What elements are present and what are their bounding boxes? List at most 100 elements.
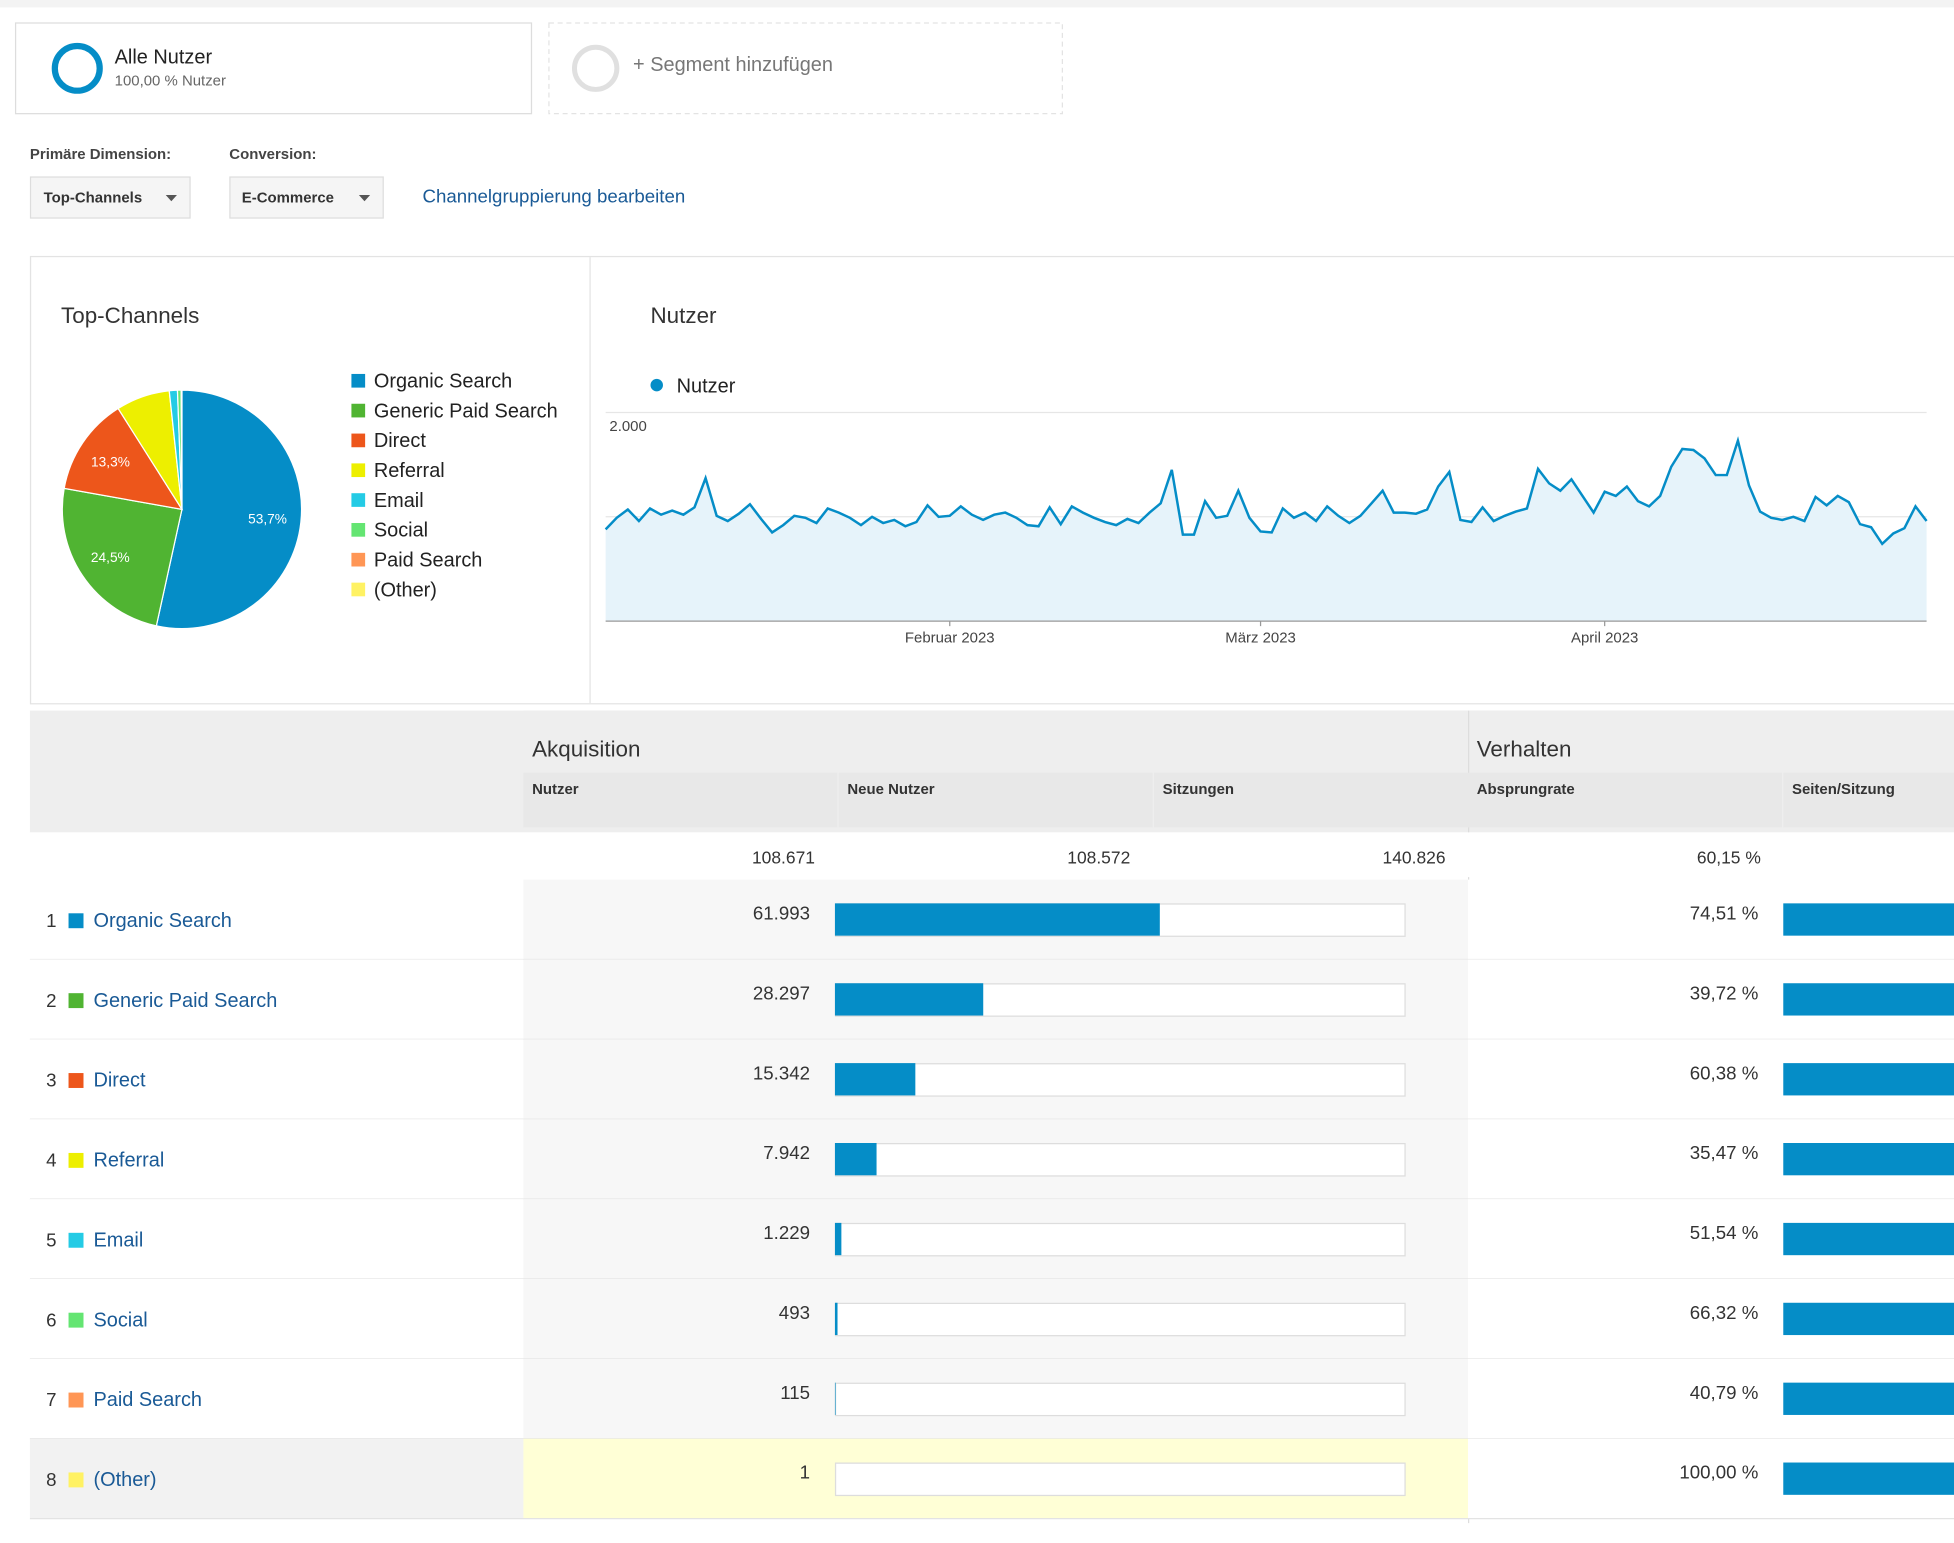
legend-swatch xyxy=(351,553,365,567)
total-value: 140.826 xyxy=(1383,847,1446,867)
row-swatch xyxy=(69,1313,84,1328)
bounce-bar xyxy=(1783,1383,1954,1415)
totals-row xyxy=(30,832,1954,877)
bar-track xyxy=(836,1383,1406,1415)
legend-swatch xyxy=(351,404,365,418)
channel-link[interactable]: Social xyxy=(93,1309,147,1331)
channel-link[interactable]: (Other) xyxy=(93,1469,156,1491)
row-rank: 6 xyxy=(46,1309,56,1330)
legend-swatch xyxy=(351,374,365,388)
total-value: 108.572 xyxy=(1067,847,1130,867)
group-title: Verhalten xyxy=(1477,737,1572,762)
bar-track xyxy=(836,1064,1406,1096)
column-header-label[interactable]: Absprungrate xyxy=(1477,781,1575,798)
segment-title: Alle Nutzer xyxy=(115,46,213,68)
row-rank: 3 xyxy=(46,1070,56,1091)
slice-label: 24,5% xyxy=(91,550,130,565)
y-tick-label: 2.000 xyxy=(609,418,646,435)
row-rank: 8 xyxy=(46,1469,56,1490)
edit-link[interactable]: Channelgruppierung bearbeiten xyxy=(422,186,685,207)
legend-label: Paid Search xyxy=(374,550,483,572)
users-bar xyxy=(835,1063,915,1095)
segment-card[interactable] xyxy=(16,23,532,114)
column-header-label[interactable]: Seiten/Sitzung xyxy=(1792,781,1895,798)
users-value: 493 xyxy=(779,1302,810,1323)
chart-title: Top-Channels xyxy=(61,303,199,328)
row-swatch xyxy=(69,1472,84,1487)
bounce-value: 100,00 % xyxy=(1679,1462,1758,1483)
slice-label: 13,3% xyxy=(91,454,130,469)
row-rank: 7 xyxy=(46,1389,56,1410)
channel-link[interactable]: Organic Search xyxy=(93,910,231,932)
users-value: 15.342 xyxy=(753,1062,810,1083)
segment-subtitle: 100,00 % Nutzer xyxy=(115,73,226,90)
bounce-bar xyxy=(1783,1303,1954,1335)
users-bar xyxy=(835,1143,877,1175)
x-tick-label: April 2023 xyxy=(1571,629,1638,646)
bar-track xyxy=(836,1224,1406,1256)
channel-link[interactable]: Email xyxy=(93,1230,143,1252)
bounce-value: 40,79 % xyxy=(1690,1382,1759,1403)
bar-track xyxy=(836,1144,1406,1176)
bounce-bar xyxy=(1783,1063,1954,1095)
row-swatch xyxy=(69,1073,84,1088)
row-swatch xyxy=(69,1393,84,1408)
channel-link[interactable]: Paid Search xyxy=(93,1389,202,1411)
total-value: 60,15 % xyxy=(1697,847,1761,867)
users-value: 1 xyxy=(800,1462,810,1483)
slice-label: 53,7% xyxy=(248,512,287,527)
column-header-label[interactable]: Sitzungen xyxy=(1163,781,1234,798)
legend-label: Generic Paid Search xyxy=(374,400,558,422)
users-bar xyxy=(835,1383,836,1415)
users-value: 1.229 xyxy=(763,1222,810,1243)
channel-link[interactable]: Direct xyxy=(93,1070,145,1092)
legend-swatch xyxy=(351,463,365,477)
legend-label: Referral xyxy=(374,460,445,482)
channel-link[interactable]: Generic Paid Search xyxy=(93,990,277,1012)
bounce-bar xyxy=(1783,983,1954,1015)
bounce-value: 60,38 % xyxy=(1690,1062,1759,1083)
users-value: 115 xyxy=(780,1382,810,1403)
top-bar xyxy=(0,0,1954,7)
row-swatch xyxy=(69,1153,84,1168)
row-rank: 1 xyxy=(46,910,56,931)
bounce-value: 39,72 % xyxy=(1690,982,1759,1003)
legend-swatch xyxy=(351,493,365,507)
label: Conversion: xyxy=(229,146,316,163)
bounce-bar xyxy=(1783,1463,1954,1495)
users-bar xyxy=(835,903,1160,935)
bounce-value: 35,47 % xyxy=(1690,1142,1759,1163)
add-segment-text: + Segment hinzufügen xyxy=(633,54,833,76)
bounce-value: 66,32 % xyxy=(1690,1302,1759,1323)
bounce-bar xyxy=(1783,903,1954,935)
legend-label: Direct xyxy=(374,430,426,452)
row-swatch xyxy=(69,913,84,928)
users-bar xyxy=(835,983,983,1015)
users-bar xyxy=(835,1223,841,1255)
column-header-label[interactable]: Nutzer xyxy=(532,781,579,798)
legend-label: Email xyxy=(374,490,424,512)
bounce-bar xyxy=(1783,1143,1954,1175)
bar-track xyxy=(836,1303,1406,1335)
legend-dot xyxy=(651,379,663,391)
bounce-value: 51,54 % xyxy=(1690,1222,1759,1243)
total-value: 108.671 xyxy=(752,847,815,867)
label: Primäre Dimension: xyxy=(30,146,171,163)
users-bar xyxy=(835,1303,838,1335)
x-tick-label: März 2023 xyxy=(1225,629,1296,646)
dropdown-value: Top-Channels xyxy=(44,190,143,207)
users-value: 61.993 xyxy=(753,903,810,924)
group-header xyxy=(523,711,1954,773)
row-rank: 5 xyxy=(46,1230,56,1251)
row-swatch xyxy=(69,993,84,1008)
row-rank: 4 xyxy=(46,1150,56,1171)
legend-label: Organic Search xyxy=(374,371,512,393)
legend-label: (Other) xyxy=(374,579,437,601)
legend-swatch xyxy=(351,434,365,448)
column-header-label[interactable]: Neue Nutzer xyxy=(847,781,934,798)
legend-swatch xyxy=(351,583,365,597)
channel-link[interactable]: Referral xyxy=(93,1150,164,1172)
legend-label: Nutzer xyxy=(677,376,736,398)
group-title: Akquisition xyxy=(532,737,640,762)
